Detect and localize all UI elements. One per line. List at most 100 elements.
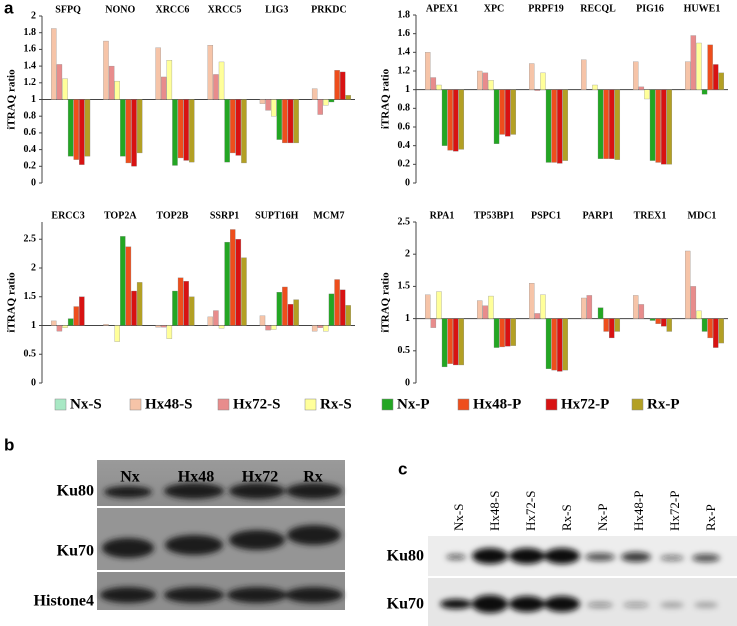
row-label: Ku70 xyxy=(387,596,424,613)
y-tick-label: 0.4 xyxy=(398,140,411,151)
bar xyxy=(67,99,74,157)
bar xyxy=(638,86,645,90)
y-tick-label: 0.4 xyxy=(24,144,37,155)
bar xyxy=(534,89,541,91)
lane-label: Hx48-P xyxy=(631,491,646,531)
bands xyxy=(440,548,720,613)
bar xyxy=(425,294,431,319)
category-label: SSRP1 xyxy=(210,210,239,221)
bar xyxy=(103,324,109,326)
y-tick-label: 1.2 xyxy=(24,77,37,88)
category-label: TOP2A xyxy=(104,210,137,221)
lane-label: Nx-S xyxy=(451,504,466,531)
bar xyxy=(213,74,219,100)
bar xyxy=(477,70,483,90)
bar xyxy=(241,99,247,164)
bar xyxy=(436,291,442,319)
bar xyxy=(482,305,489,319)
bar xyxy=(488,295,494,319)
bar xyxy=(430,77,437,90)
bar xyxy=(241,257,247,326)
bar xyxy=(707,44,713,90)
bar xyxy=(62,325,68,328)
bar xyxy=(287,304,294,326)
bar xyxy=(161,76,167,100)
bar xyxy=(609,318,615,339)
y-tick-label: 0.5 xyxy=(398,345,411,356)
bar xyxy=(453,318,459,366)
bar xyxy=(293,299,299,326)
lane-label: Nx xyxy=(120,469,140,486)
panel-label: c xyxy=(398,459,407,478)
legend-swatch xyxy=(304,398,317,411)
y-tick-label: 2 xyxy=(405,248,410,259)
bar xyxy=(477,300,483,319)
bar xyxy=(447,89,453,151)
y-tick-label: 0.8 xyxy=(24,110,37,121)
bar xyxy=(177,277,184,326)
blot-c xyxy=(428,536,737,626)
bar xyxy=(136,99,143,154)
bar xyxy=(207,316,214,326)
bar xyxy=(114,80,120,100)
legend-label: Nx-P xyxy=(397,396,430,412)
y-tick-label: 2 xyxy=(31,262,36,273)
category-label: PSPC1 xyxy=(531,210,561,221)
category-label: SUPT16H xyxy=(255,210,299,221)
bar xyxy=(230,99,236,154)
bar xyxy=(282,99,288,144)
bar xyxy=(311,88,318,100)
y-tick-label: 1 xyxy=(405,313,410,324)
bar xyxy=(499,89,505,135)
y-tick-label: 1.5 xyxy=(24,291,37,302)
bar xyxy=(224,99,230,163)
bar xyxy=(458,318,465,366)
bar xyxy=(51,320,57,326)
bar xyxy=(638,304,645,319)
bar xyxy=(108,65,115,100)
bar xyxy=(235,239,242,326)
legend-swatch xyxy=(54,398,67,411)
bar xyxy=(499,318,505,348)
y-axis-label: iTRAQ ratio xyxy=(380,68,392,129)
bar xyxy=(73,99,79,160)
bar xyxy=(649,318,656,321)
y-tick-label: 0.2 xyxy=(398,159,411,170)
lane-label: Rx-S xyxy=(559,504,574,531)
bar xyxy=(328,99,335,103)
bar xyxy=(317,325,323,328)
bar xyxy=(586,295,593,319)
bar xyxy=(603,89,609,159)
bar xyxy=(441,318,448,368)
y-tick-label: 1.4 xyxy=(24,60,37,71)
bar xyxy=(545,318,552,369)
bar xyxy=(551,318,557,371)
bar xyxy=(529,63,535,90)
bar xyxy=(339,289,346,326)
y-tick-label: 0.6 xyxy=(398,121,411,132)
bar xyxy=(207,45,214,100)
category-label: MCM7 xyxy=(313,210,344,221)
bar xyxy=(649,89,656,161)
bar xyxy=(701,318,708,332)
bar xyxy=(545,89,552,163)
y-tick-label: 2 xyxy=(31,10,36,21)
bar xyxy=(282,286,288,326)
legend-label: Hx48-P xyxy=(473,396,521,412)
bar xyxy=(661,318,667,327)
category-label: PARP1 xyxy=(583,210,614,221)
category-label: PRKDC xyxy=(311,4,347,15)
bar xyxy=(655,318,661,324)
bar xyxy=(713,318,719,348)
bar xyxy=(265,325,271,331)
lane-label: Hx72 xyxy=(242,469,278,486)
bar xyxy=(551,89,557,163)
category-label: XRCC5 xyxy=(208,4,242,15)
bar xyxy=(655,89,661,163)
bar xyxy=(103,40,109,100)
bar xyxy=(62,78,68,100)
bar xyxy=(172,290,178,326)
bar xyxy=(436,84,442,90)
category-label: RPA1 xyxy=(430,210,455,221)
bar xyxy=(441,89,448,146)
